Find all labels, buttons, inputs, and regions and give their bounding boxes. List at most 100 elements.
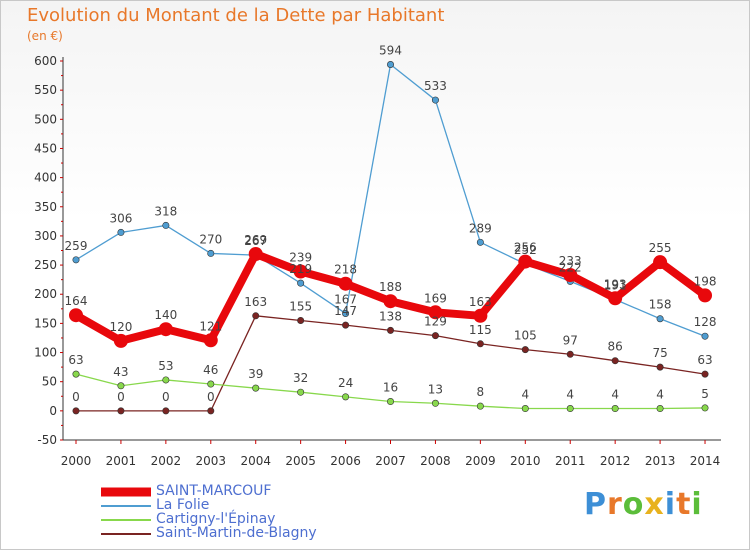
data-label: 32 [293,371,308,385]
data-point [252,384,260,392]
logo-letter: P [584,487,607,522]
data-label: 256 [514,241,537,255]
data-label: 24 [338,376,353,390]
x-tick-label: 2014 [690,454,721,468]
y-tick-label: 350 [34,200,57,214]
data-point [72,256,80,264]
data-label: 158 [649,298,672,312]
legend-label: Cartigny-l'Épinay [156,511,276,527]
data-point [387,60,395,68]
y-tick-label: 450 [34,141,57,155]
data-label: 594 [379,43,402,57]
data-label: 164 [65,294,88,308]
x-tick-label: 2008 [420,454,451,468]
data-point [207,380,215,388]
data-label: 97 [563,333,578,347]
data-point [698,288,713,303]
data-point [701,370,709,378]
x-tick-label: 2001 [106,454,137,468]
x-tick-label: 2003 [196,454,227,468]
y-tick-label: 500 [34,112,57,126]
data-label: 193 [604,277,627,291]
data-point [656,363,664,371]
y-tick-label: 600 [34,54,57,68]
logo-letter: o [622,487,645,522]
data-label: 138 [379,309,402,323]
chart-subtitle: (en €) [27,29,63,43]
data-label: 0 [72,390,80,404]
data-point [476,340,484,348]
data-label: 46 [203,363,218,377]
data-label: 267 [244,234,267,248]
data-point [297,388,305,396]
data-point [117,228,125,236]
data-point [383,294,398,309]
y-tick-label: 200 [34,287,57,301]
data-point [566,405,574,413]
data-label: 5 [701,387,709,401]
data-label: 188 [379,280,402,294]
x-tick-label: 2012 [600,454,631,468]
data-point [387,326,395,334]
data-point [611,357,619,365]
axes: -500501001502002503003504004505005506002… [34,54,721,468]
data-point [117,407,125,415]
data-point [701,404,709,412]
data-point [252,312,260,320]
data-label: 169 [424,291,447,305]
logo-letter: t [676,487,692,522]
data-point [342,393,350,401]
x-tick-label: 2011 [555,454,586,468]
data-label: 233 [559,254,582,268]
series-layer [69,60,713,415]
data-label: 163 [244,295,267,309]
data-label: 255 [649,241,672,255]
data-point [203,333,218,348]
logo-letter: x [644,487,665,522]
data-label: 120 [109,320,132,334]
data-point [608,291,623,306]
data-point [72,370,80,378]
data-label: 533 [424,79,447,93]
data-point [69,308,83,323]
data-point [162,407,170,415]
data-label: 39 [248,367,263,381]
data-label: 75 [652,346,667,360]
data-point [162,376,170,384]
data-label: 4 [611,388,619,402]
data-label: 43 [113,365,128,379]
legend-label: SAINT-MARCOUF [156,483,272,499]
data-point [521,405,529,413]
y-tick-label: 100 [34,346,57,360]
x-tick-label: 2006 [330,454,361,468]
data-point [387,398,395,406]
proxiti-logo: Proxiti [584,487,703,522]
data-point [566,350,574,358]
data-label: 167 [334,292,357,306]
legend-label: Saint-Martin-de-Blagny [156,525,317,541]
logo-letter: i [691,487,703,522]
data-point [431,399,439,407]
x-tick-label: 2004 [240,454,271,468]
y-tick-label: 50 [42,375,57,389]
data-point [518,254,533,269]
data-label: 4 [566,388,574,402]
data-point [431,96,439,104]
data-label: 155 [289,299,312,313]
x-tick-label: 2009 [465,454,496,468]
data-label: 191 [604,278,627,292]
data-label: 63 [68,353,83,367]
data-point [297,279,305,287]
data-label: 306 [109,211,132,225]
data-point [248,246,263,261]
data-label: 115 [469,323,492,337]
data-label: 86 [608,340,623,354]
legend-label: La Folie [156,497,210,513]
data-point [297,316,305,324]
data-point [473,308,488,323]
data-label: 269 [244,233,267,247]
data-label: 239 [289,250,312,264]
